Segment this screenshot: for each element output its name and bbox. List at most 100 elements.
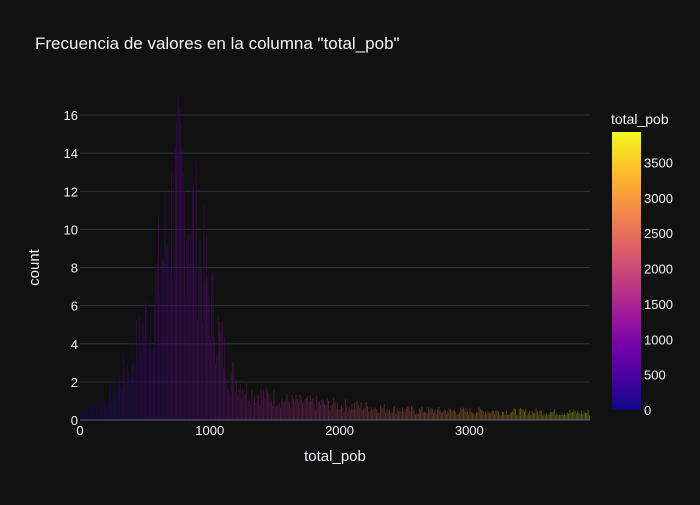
- histogram-bar: [299, 394, 301, 421]
- histogram-bar: [541, 415, 544, 421]
- x-axis-title: total_pob: [304, 448, 366, 465]
- histogram-bar: [192, 182, 195, 421]
- histogram-bar: [476, 412, 479, 421]
- histogram-bar: [423, 411, 426, 421]
- y-tick-label: 4: [71, 337, 78, 352]
- histogram-bar: [417, 413, 419, 421]
- histogram-bar: [556, 412, 558, 421]
- histogram-bar: [374, 407, 377, 421]
- histogram-bar: [138, 314, 140, 421]
- histogram-bar: [297, 402, 300, 421]
- histogram-bar: [209, 339, 212, 421]
- histogram-bar: [471, 412, 474, 421]
- histogram-bar: [499, 414, 501, 421]
- histogram-bar: [177, 96, 179, 421]
- histogram-bar: [268, 393, 270, 421]
- y-axis-title: count: [26, 248, 43, 286]
- histogram-bar: [588, 414, 591, 421]
- histogram-bar: [147, 349, 149, 421]
- histogram-bar: [116, 387, 118, 421]
- histogram-bar: [278, 402, 280, 421]
- histogram-bar: [120, 386, 122, 421]
- histogram-bar: [300, 395, 303, 421]
- histogram-bar: [331, 404, 334, 421]
- histogram-bar: [510, 411, 513, 421]
- histogram-bar: [157, 214, 160, 421]
- histogram-bar: [517, 415, 519, 421]
- histogram-bar: [151, 345, 153, 421]
- histogram-bar: [571, 411, 574, 421]
- histogram-bar: [483, 414, 486, 421]
- histogram-bar: [318, 400, 321, 421]
- histogram-bar: [430, 408, 432, 421]
- histogram-bar: [203, 204, 205, 421]
- histogram-bar: [282, 400, 284, 421]
- histogram-bar: [524, 408, 527, 421]
- histogram-bar: [466, 411, 469, 421]
- histogram-bar: [348, 406, 351, 421]
- histogram-bar: [572, 409, 575, 421]
- histogram-bar: [470, 412, 473, 421]
- histogram-bar: [486, 413, 488, 421]
- histogram-bar: [327, 400, 330, 421]
- histogram-bar: [90, 405, 92, 421]
- histogram-bar: [491, 410, 493, 421]
- histogram-bar: [522, 409, 524, 421]
- y-tick-label: 10: [64, 222, 78, 237]
- histogram-bar: [85, 408, 87, 421]
- histogram-bar: [109, 383, 112, 421]
- histogram-bar: [432, 412, 435, 421]
- histogram-bar: [422, 412, 425, 421]
- histogram-bar: [290, 407, 292, 421]
- histogram-bar: [447, 411, 449, 421]
- histogram-bar: [183, 190, 186, 421]
- x-tick-label: 3000: [455, 423, 484, 438]
- histogram-bar: [421, 406, 423, 421]
- histogram-bar: [293, 401, 296, 421]
- histogram-bar: [419, 409, 422, 421]
- histogram-bar: [496, 409, 499, 421]
- histogram-bar: [579, 413, 582, 421]
- histogram-bar: [252, 402, 255, 421]
- histogram-bar: [378, 412, 380, 421]
- histogram-bar: [232, 363, 235, 421]
- histogram-bar: [225, 378, 227, 421]
- histogram-bar: [127, 371, 130, 421]
- histogram-bar: [452, 410, 454, 421]
- histogram-bar: [544, 414, 547, 421]
- histogram-bar: [266, 391, 269, 421]
- colorbar-tick-label: 1000: [644, 332, 673, 347]
- histogram-bar: [502, 411, 505, 421]
- histogram-bar: [375, 409, 378, 421]
- histogram-bar: [369, 410, 371, 421]
- histogram-bar: [505, 410, 508, 421]
- histogram-bar: [275, 406, 278, 421]
- histogram-bar: [474, 414, 476, 421]
- histogram-bar: [181, 148, 183, 421]
- histogram-bar: [222, 367, 225, 421]
- histogram-bar: [343, 411, 345, 421]
- histogram-bar: [277, 404, 279, 421]
- histogram-bar: [439, 409, 441, 421]
- histogram-bar: [583, 411, 585, 421]
- histogram-bar: [262, 389, 265, 421]
- histogram-bar: [463, 411, 466, 421]
- histogram-bar: [530, 414, 532, 421]
- histogram-bar: [536, 410, 539, 421]
- histogram-bar: [587, 409, 589, 421]
- histogram-bar: [194, 270, 196, 421]
- histogram-bar: [563, 413, 566, 421]
- x-tick-label: 2000: [325, 423, 354, 438]
- histogram-bar: [303, 402, 305, 421]
- histogram-bar: [326, 398, 329, 421]
- histogram-bar: [440, 411, 443, 421]
- histogram-bar: [469, 407, 471, 421]
- histogram-bar: [135, 319, 138, 421]
- histogram-bars: [79, 96, 591, 421]
- histogram-bar: [479, 408, 482, 421]
- histogram-bar: [86, 407, 88, 421]
- histogram-bar: [492, 410, 495, 421]
- histogram-bar: [449, 408, 452, 421]
- histogram-bar: [94, 401, 96, 421]
